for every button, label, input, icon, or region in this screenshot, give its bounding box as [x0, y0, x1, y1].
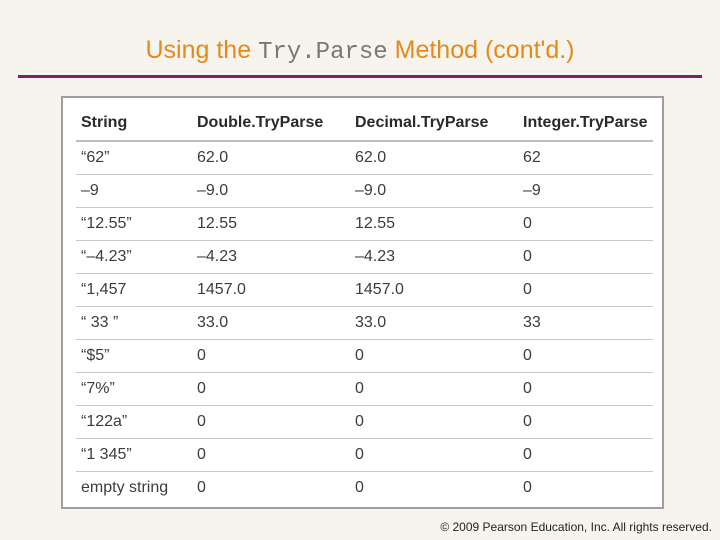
- cell-string: empty string: [81, 479, 169, 496]
- cell-integer: –9: [518, 174, 653, 208]
- cell-string: “ 33 ”: [76, 306, 192, 340]
- table-row: –9 –9.0 –9.0 –9: [76, 174, 653, 208]
- cell-string: “$5”: [76, 339, 192, 373]
- title-divider: [18, 75, 702, 78]
- cell-string: “7%”: [76, 372, 192, 406]
- cell-double: –9.0: [192, 174, 350, 208]
- cell-string: –9: [76, 174, 192, 208]
- cell-double: 1457.0: [192, 273, 350, 307]
- slide-title: Using the Try.Parse Method (cont'd.): [0, 33, 720, 70]
- column-header-double: Double.TryParse: [192, 105, 350, 142]
- cell-double: 0: [192, 438, 350, 472]
- cell-integer: 0: [518, 339, 653, 373]
- table-row: empty string 0 0 0: [76, 472, 653, 505]
- cell-string: “122a”: [76, 405, 192, 439]
- cell-decimal: 0: [350, 438, 518, 472]
- cell-string: “1,457: [76, 273, 192, 307]
- cell-double: –4.23: [192, 240, 350, 274]
- cell-integer: 62: [518, 141, 653, 175]
- cell-string: “–4.23”: [76, 240, 192, 274]
- table-row: “7%” 0 0 0: [76, 372, 653, 406]
- cell-double: 0: [192, 339, 350, 373]
- cell-double: 62.0: [192, 141, 350, 175]
- slide-title-code: Try.Parse: [258, 39, 388, 66]
- cell-double: 33.0: [192, 306, 350, 340]
- table-row: “1 345” 0 0 0: [76, 438, 653, 472]
- cell-decimal: 62.0: [350, 141, 518, 175]
- cell-decimal: 0: [350, 339, 518, 373]
- cell-decimal: –4.23: [350, 240, 518, 274]
- cell-decimal: –9.0: [350, 174, 518, 208]
- cell-string: “62”: [76, 141, 192, 175]
- cell-decimal: 12.55: [350, 207, 518, 241]
- table-row: “ 33 ” 33.0 33.0 33: [76, 306, 653, 340]
- tryparse-table-frame: String Double.TryParse Decimal.TryParse …: [61, 96, 664, 509]
- cell-double: 12.55: [192, 207, 350, 241]
- cell-string: “12.55”: [76, 207, 192, 241]
- column-header-string: String: [76, 105, 192, 142]
- cell-integer: 0: [518, 405, 653, 439]
- table-body: “62” 62.0 62.0 62 –9 –9.0 –9.0 –9 “12.55” 12.55 12…: [76, 141, 653, 504]
- cell-integer: 33: [518, 306, 653, 340]
- column-header-integer: Integer.TryParse: [518, 105, 653, 142]
- cell-decimal: 1457.0: [350, 273, 518, 307]
- cell-integer: 0: [518, 240, 653, 274]
- table-row: “12.55” 12.55 12.55 0: [76, 207, 653, 241]
- cell-string: “1 345”: [76, 438, 192, 472]
- cell-double: 0: [192, 372, 350, 406]
- cell-integer: 0: [518, 273, 653, 307]
- cell-integer: 0: [518, 207, 653, 241]
- slide-title-prefix: Using the: [145, 36, 259, 64]
- table-row: “$5” 0 0 0: [76, 339, 653, 373]
- tryparse-table: String Double.TryParse Decimal.TryParse …: [76, 105, 653, 504]
- table-row: “–4.23” –4.23 –4.23 0: [76, 240, 653, 274]
- cell-double: 0: [197, 479, 206, 496]
- cell-decimal: 0: [355, 479, 364, 496]
- table-row: “1,457 1457.0 1457.0 0: [76, 273, 653, 307]
- cell-integer: 0: [523, 479, 532, 496]
- column-header-decimal: Decimal.TryParse: [350, 105, 518, 142]
- cell-integer: 0: [518, 438, 653, 472]
- slide-title-suffix: Method (cont'd.): [387, 36, 575, 64]
- table-header-row: String Double.TryParse Decimal.TryParse …: [76, 105, 653, 142]
- cell-decimal: 0: [350, 405, 518, 439]
- cell-decimal: 33.0: [350, 306, 518, 340]
- table-row: “62” 62.0 62.0 62: [76, 141, 653, 175]
- cell-integer: 0: [518, 372, 653, 406]
- copyright-footer: © 2009 Pearson Education, Inc. All right…: [440, 520, 712, 534]
- cell-double: 0: [192, 405, 350, 439]
- table-row: “122a” 0 0 0: [76, 405, 653, 439]
- cell-decimal: 0: [350, 372, 518, 406]
